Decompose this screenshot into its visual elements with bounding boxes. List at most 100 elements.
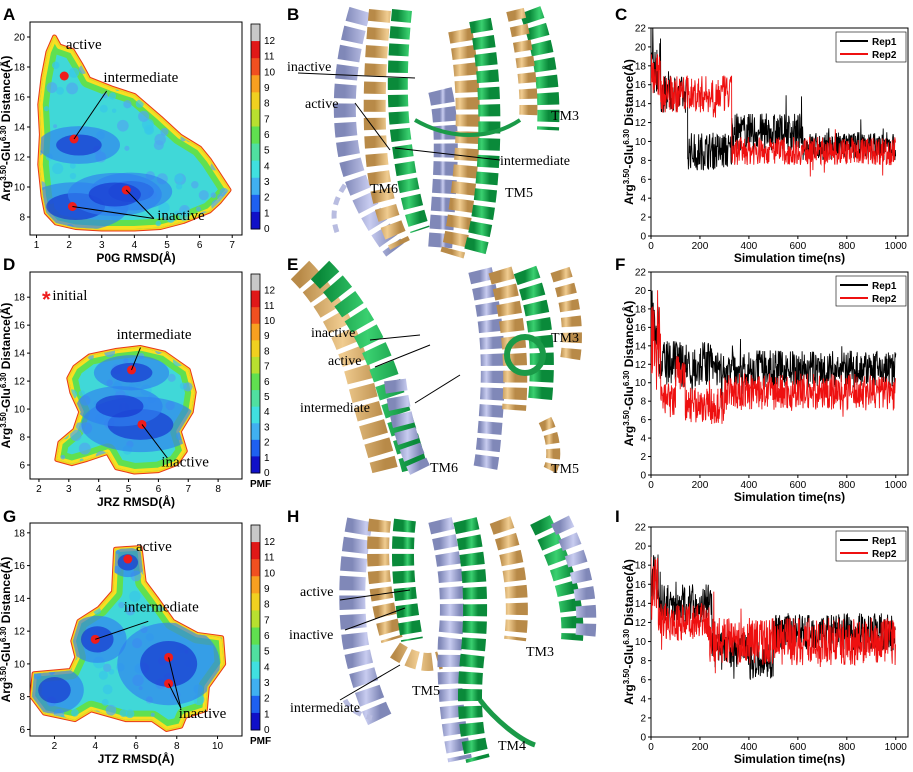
y-tick-label: 6 — [19, 461, 25, 472]
y-tick-label: 10 — [635, 637, 647, 648]
leader-line — [72, 206, 155, 219]
colorbar-segment — [251, 274, 260, 292]
x-tick-label: 0 — [648, 480, 654, 491]
y-tick-label: 16 — [14, 321, 26, 332]
y-tick-label: 10 — [635, 378, 647, 389]
x-tick-label: 3 — [99, 240, 105, 251]
colorbar-segment — [251, 712, 260, 731]
y-tick-label: 10 — [14, 183, 26, 194]
colorbar-tick-label: 2 — [264, 193, 270, 204]
x-tick-label: 400 — [741, 241, 758, 252]
colorbar-tick-label: 1 — [264, 208, 270, 219]
colorbar-segment — [251, 627, 260, 646]
colorbar-tick-label: 9 — [264, 331, 270, 342]
y-tick-label: 4 — [640, 694, 646, 705]
colorbar-segment — [251, 92, 260, 110]
colorbar-tick-label: 1 — [264, 453, 270, 464]
x-axis-title: P0G RMSD(Å) — [96, 250, 175, 265]
colorbar-segment — [251, 24, 260, 42]
y-tick-label: 16 — [14, 561, 26, 572]
structure-label: TM4 — [498, 739, 526, 754]
y-tick-label: 6 — [640, 415, 646, 426]
colorbar-segment — [251, 58, 260, 76]
pmf-region-fill — [56, 347, 195, 473]
panel-letter-f: F — [615, 255, 625, 274]
leader-line — [95, 620, 149, 640]
y-tick-label: 8 — [640, 397, 646, 408]
colorbar-tick-label: 4 — [264, 662, 270, 673]
colorbar-segment — [251, 160, 260, 179]
y-tick-label: 14 — [14, 349, 26, 360]
state-point — [123, 554, 133, 564]
y-tick-label: 6 — [640, 675, 646, 686]
y-tick-label: 2 — [640, 213, 646, 224]
colorbar-frame — [250, 23, 261, 230]
x-tick-label: 1000 — [885, 742, 908, 753]
y-tick-label: 4 — [640, 434, 646, 445]
structure-label: inactive — [289, 628, 333, 643]
y-tick-label: 20 — [14, 33, 26, 44]
x-tick-label: 600 — [790, 480, 807, 491]
legend-box — [835, 31, 907, 63]
colorbar-segment — [251, 41, 260, 59]
x-axis-title: Simulation time(ns) — [734, 490, 845, 504]
state-annotation: intermediate — [124, 599, 199, 615]
state-annotation: inactive — [157, 208, 205, 224]
x-tick-label: 8 — [215, 484, 221, 495]
colorbar-tick-label: 7 — [264, 362, 270, 373]
panel-letter-h: H — [287, 507, 299, 526]
series-line-rep2 — [651, 556, 896, 674]
x-tick-label: 600 — [790, 742, 807, 753]
colorbar-segment — [251, 177, 260, 196]
colorbar-tick-label: 2 — [264, 438, 270, 449]
y-tick-label: 6 — [640, 175, 646, 186]
colorbar-segment — [251, 109, 260, 127]
structure-label: TM3 — [551, 109, 579, 124]
colorbar-segment — [251, 126, 260, 145]
series-line-rep2 — [651, 290, 896, 425]
leader-line — [141, 424, 168, 459]
colorbar-segment — [251, 576, 260, 594]
panel-letter-a: A — [3, 5, 15, 24]
colorbar-tick-label: 8 — [264, 99, 270, 110]
distance-timeseries-f: 0 200 400 600 800 1000 0 2 4 6 8 10 12 14 16 18 20 22 Simu… — [621, 268, 909, 504]
colorbar-tick-label: 12 — [264, 286, 276, 297]
colorbar-tick-label: 6 — [264, 631, 270, 642]
initial-marker: * — [42, 287, 51, 312]
colorbar-segment — [251, 143, 260, 162]
panel-letter-b: B — [287, 5, 299, 24]
x-tick-label: 1 — [34, 240, 40, 251]
y-tick-label: 8 — [19, 692, 25, 703]
panel-letter-g: G — [3, 507, 16, 526]
y-tick-label: 20 — [635, 42, 647, 53]
colorbar-tick-label: 4 — [264, 161, 270, 172]
structure-label: TM5 — [412, 684, 440, 699]
x-tick-label: 6 — [133, 741, 139, 752]
panel-letter-d: D — [3, 255, 15, 274]
structure-label: TM5 — [505, 186, 533, 201]
y-axis-title: Arg3.50-Glu6.30 Distance(Å) — [621, 301, 636, 447]
colorbar-tick-label: 5 — [264, 146, 270, 157]
x-tick-label: 10 — [212, 741, 224, 752]
colorbar-segment — [251, 559, 260, 577]
y-tick-label: 18 — [14, 528, 26, 539]
y-tick-label: 6 — [19, 725, 25, 736]
colorbar-segment — [251, 390, 260, 408]
colorbar-tick-label: 12 — [264, 36, 276, 47]
x-axis-title: JTZ RMSD(Å) — [98, 751, 175, 766]
colorbar-segment — [251, 525, 260, 543]
colorbar-tick-label: 11 — [264, 52, 275, 63]
structure-overlay-h — [339, 515, 597, 764]
y-tick-label: 20 — [635, 286, 647, 297]
series-line-rep1 — [651, 290, 897, 410]
y-tick-label: 4 — [640, 194, 646, 205]
y-tick-label: 0 — [640, 232, 646, 243]
y-axis-title: Arg3.50-Glu6.30 Distance(Å) — [621, 559, 636, 705]
x-tick-label: 600 — [790, 241, 807, 252]
structure-label: TM5 — [551, 462, 579, 477]
y-tick-label: 14 — [635, 99, 647, 110]
y-tick-label: 16 — [635, 580, 647, 591]
